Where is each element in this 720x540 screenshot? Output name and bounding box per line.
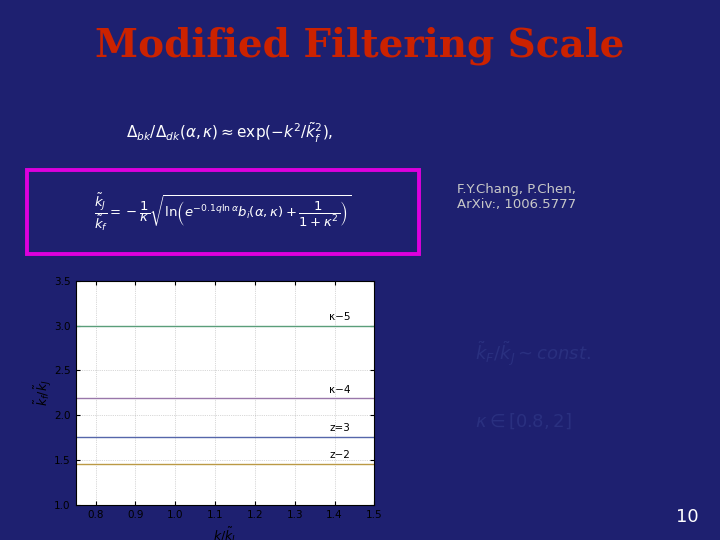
X-axis label: $k/\tilde{k}_J$: $k/\tilde{k}_J$ — [213, 525, 237, 540]
Text: κ−5: κ−5 — [329, 312, 351, 322]
Text: $\dfrac{\tilde{k}_J}{\tilde{k}_f} = -\dfrac{1}{\kappa}\sqrt{\ln\!\left(e^{-0.1q\: $\dfrac{\tilde{k}_J}{\tilde{k}_f} = -\df… — [94, 191, 351, 233]
Text: $\Delta_{bk} / \Delta_{dk}(\alpha,\kappa) \approx \exp(-k^2/\tilde{k}_f^2),$: $\Delta_{bk} / \Delta_{dk}(\alpha,\kappa… — [126, 120, 333, 145]
Text: z=3: z=3 — [330, 423, 351, 433]
Y-axis label: $\tilde{k}_f/\tilde{k}_J$: $\tilde{k}_f/\tilde{k}_J$ — [32, 380, 54, 406]
Text: 10: 10 — [676, 509, 698, 526]
Text: κ−4: κ−4 — [329, 384, 351, 395]
FancyBboxPatch shape — [27, 170, 419, 254]
Text: z−2: z−2 — [330, 450, 351, 460]
Text: Modified Filtering Scale: Modified Filtering Scale — [95, 26, 625, 65]
Text: $\tilde{k}_F / \tilde{k}_J \sim const.$: $\tilde{k}_F / \tilde{k}_J \sim const.$ — [475, 339, 591, 368]
Text: F.Y.Chang, P.Chen,
ArXiv:, 1006.5777: F.Y.Chang, P.Chen, ArXiv:, 1006.5777 — [457, 183, 576, 211]
Text: $\kappa \in [0.8, 2]$: $\kappa \in [0.8, 2]$ — [475, 411, 572, 431]
